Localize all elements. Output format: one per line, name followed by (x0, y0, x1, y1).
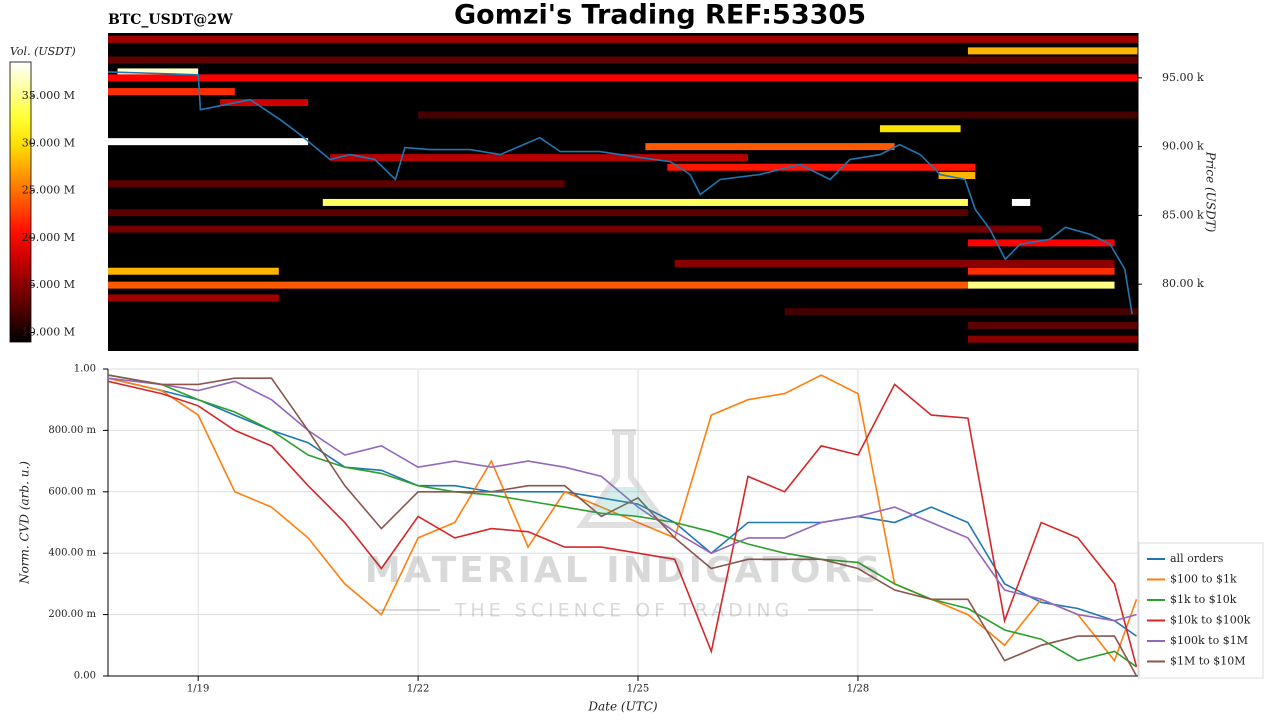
legend: all orders $100 to $1k $1k to $10k $10k to … (1138, 542, 1264, 679)
heat-band (418, 111, 1139, 119)
heat-band (108, 35, 1138, 43)
heat-band (108, 209, 968, 217)
price-line (107, 71, 1133, 315)
heat-band (967, 321, 1138, 329)
legend-label: all orders (1170, 552, 1224, 565)
y-tick-label: 90.00 k (1162, 140, 1204, 153)
cvd-line (107, 380, 1138, 668)
y-axis-label: Price (USDT) (1204, 151, 1218, 233)
x-tick-label: 1/19 (187, 684, 209, 695)
heat-band (108, 138, 309, 146)
heat-band (108, 294, 279, 302)
colorbar-tick-label: 35.000 M (22, 89, 75, 102)
plot-background (108, 33, 1138, 351)
y-tick-label: 85.00 k (1162, 208, 1204, 221)
heat-band (108, 56, 1138, 64)
cvd-line (107, 374, 1138, 663)
heat-band (967, 281, 1115, 289)
y-tick-label: 400.00 m (48, 548, 96, 559)
watermark-subtitle: THE SCIENCE OF TRADING (454, 600, 794, 622)
y-tick-label: 200.00 m (48, 609, 96, 620)
heat-band (108, 180, 565, 188)
y-tick-label: 600.00 m (48, 486, 96, 497)
cvd-line (107, 374, 1138, 677)
legend-label: $1k to $10k (1170, 593, 1237, 606)
heat-band (322, 198, 968, 206)
heat-band (967, 335, 1138, 343)
x-axis-label: Date (UTC) (587, 700, 657, 714)
heat-band (967, 267, 1115, 275)
colorbar-label: Vol. (USDT) (10, 45, 76, 58)
legend-label: $10k to $100k (1170, 614, 1251, 627)
colorbar-tick-label: 20.000 M (22, 231, 75, 244)
heat-band (108, 225, 1042, 233)
x-tick-label: 1/25 (627, 684, 649, 695)
colorbar (9, 61, 32, 343)
heat-band (117, 68, 199, 76)
heat-band (667, 163, 976, 171)
colorbar-tick-label: 10.000 M (22, 326, 75, 339)
legend-box (1138, 542, 1264, 679)
y-tick-label: 95.00 k (1162, 71, 1204, 84)
y-axis-label: Norm. CVD (arb. u.) (18, 461, 32, 585)
x-tick-label: 1/28 (847, 684, 869, 695)
colorbar-tick-label: 30.000 M (22, 136, 75, 149)
heat-band (108, 74, 1138, 82)
y-tick-label: 0.00 (74, 671, 96, 682)
x-tick-label: 1/22 (407, 684, 429, 695)
heat-band (108, 88, 235, 96)
heat-band (220, 99, 309, 107)
cvd-line (107, 374, 1137, 668)
legend-label: $100 to $1k (1170, 573, 1237, 586)
colorbar-tick-label: 15.000 M (22, 278, 75, 291)
cvd-line (107, 377, 1137, 622)
watermark-title: MATERIAL INDICATORS (365, 550, 884, 591)
legend-label: $100k to $1M (1170, 634, 1248, 647)
heat-band (1011, 198, 1031, 206)
y-tick-label: 800.00 m (48, 425, 96, 436)
heat-band (674, 260, 1115, 268)
heat-band (108, 267, 279, 275)
y-tick-label: 80.00 k (1162, 277, 1204, 290)
cvd-line (107, 377, 1137, 637)
heat-band (938, 171, 976, 179)
y-tick-label: 1.00 (74, 364, 96, 375)
watermark: MATERIAL INDICATORS THE SCIENCE OF TRADI… (365, 429, 884, 622)
heat-band (108, 281, 968, 289)
heat-band (967, 47, 1138, 55)
colorbar-tick-label: 25.000 M (22, 184, 75, 197)
heat-band (879, 125, 961, 133)
heat-band (330, 154, 748, 162)
page-title: Gomzi's Trading REF:53305 (454, 0, 866, 31)
heat-band (645, 143, 895, 151)
legend-label: $1M to $10M (1170, 655, 1246, 668)
heat-band (967, 239, 1115, 247)
heat-band (784, 308, 1138, 316)
chart-title: BTC_USDT@2W (108, 12, 233, 28)
